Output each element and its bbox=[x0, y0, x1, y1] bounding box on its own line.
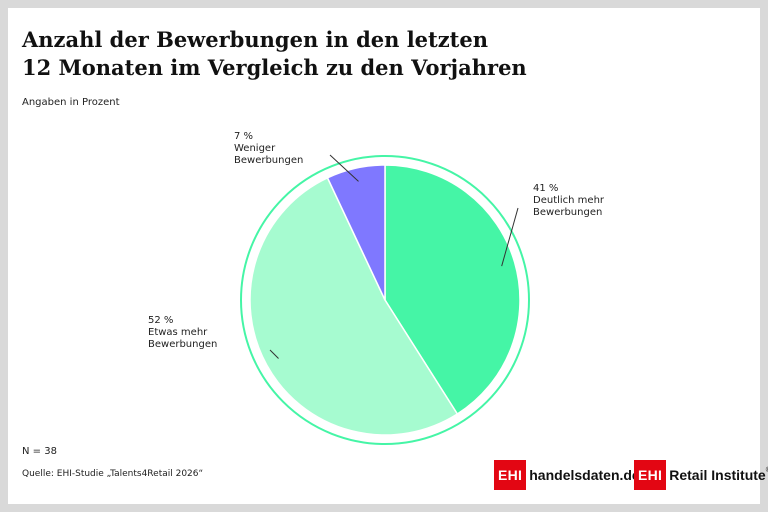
chart-title-line-1: Anzahl der Bewerbungen in den letzten bbox=[22, 27, 488, 52]
slice-name-line: Bewerbungen bbox=[234, 155, 304, 166]
chart-subtitle: Angaben in Prozent bbox=[22, 97, 120, 108]
slice-value-label: 7 % bbox=[234, 131, 254, 142]
chart-title: Anzahl der Bewerbungen in den letzten 12… bbox=[22, 26, 622, 82]
sample-size: N = 38 bbox=[22, 446, 57, 457]
slice-name-line: Bewerbungen bbox=[533, 207, 603, 218]
slice-value-label: 52 % bbox=[148, 315, 174, 326]
slice-label-deutlich-mehr: 41 % Deutlich mehr Bewerbungen bbox=[533, 183, 604, 219]
logo-text-name: Retail Institute bbox=[669, 467, 766, 483]
slice-weniger bbox=[326, 164, 386, 301]
leader-line bbox=[501, 207, 519, 267]
ehi-logo-box: EHI bbox=[494, 460, 527, 490]
logo-retail-institute[interactable]: EHI Retail Institute® bbox=[634, 460, 768, 490]
slice-value-label: 41 % bbox=[533, 183, 559, 194]
label-leader-lines bbox=[269, 154, 519, 359]
logo-handelsdaten[interactable]: EHI handelsdaten.de bbox=[494, 460, 640, 490]
slice-deutlich-mehr bbox=[384, 164, 521, 416]
logo-text: Retail Institute® bbox=[669, 467, 768, 483]
pie-outer-ring bbox=[240, 155, 530, 445]
chart-title-line-2: 12 Monaten im Vergleich zu den Vorjahren bbox=[22, 55, 527, 80]
logo-text: handelsdaten.de bbox=[529, 467, 640, 483]
slice-name-line: Etwas mehr bbox=[148, 327, 208, 338]
leader-line bbox=[329, 154, 359, 182]
ehi-logo-box: EHI bbox=[634, 460, 667, 490]
slice-label-weniger: 7 % Weniger Bewerbungen bbox=[234, 131, 303, 167]
slice-name-line: Deutlich mehr bbox=[533, 195, 605, 206]
pie-slices bbox=[249, 164, 521, 436]
slice-etwas-mehr bbox=[249, 176, 459, 436]
registered-mark: ® bbox=[766, 467, 768, 474]
slice-name-line: Bewerbungen bbox=[148, 339, 218, 350]
source-note: Quelle: EHI-Studie „Talents4Retail 2026“ bbox=[22, 469, 204, 479]
slice-label-etwas-mehr: 52 % Etwas mehr Bewerbungen bbox=[148, 315, 217, 351]
slice-name-line: Weniger bbox=[234, 143, 276, 154]
leader-line bbox=[269, 349, 279, 359]
